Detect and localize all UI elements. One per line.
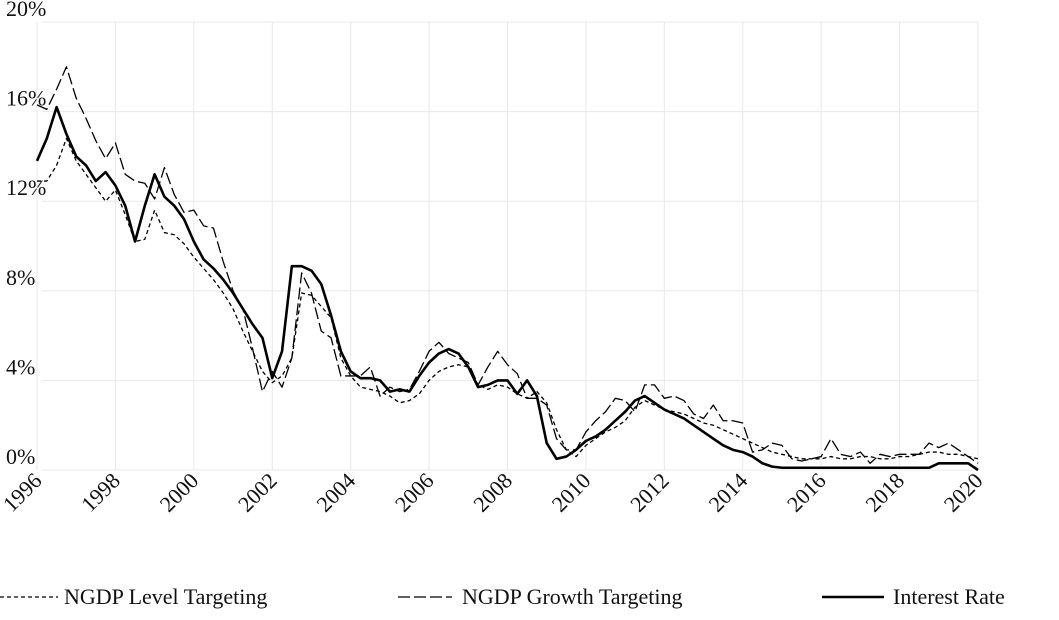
y-tick-label: 8% bbox=[6, 265, 35, 290]
x-tick-label: 2010 bbox=[547, 468, 596, 517]
x-tick-label: 2014 bbox=[703, 468, 752, 517]
x-tick-label: 2000 bbox=[155, 468, 204, 517]
y-tick-label: 4% bbox=[6, 354, 35, 379]
x-tick-label: 2004 bbox=[311, 468, 360, 517]
legend-label: NGDP Growth Targeting bbox=[462, 584, 682, 609]
x-tick-label: 2012 bbox=[625, 468, 674, 517]
x-tick-label: 1998 bbox=[76, 468, 125, 517]
x-tick-label: 2006 bbox=[390, 468, 439, 517]
legend-label: Interest Rate bbox=[893, 584, 1005, 609]
x-tick-label: 2018 bbox=[860, 468, 909, 517]
x-tick-label: 2002 bbox=[233, 468, 282, 517]
y-tick-label: 20% bbox=[6, 0, 46, 21]
y-tick-label: 0% bbox=[6, 444, 35, 469]
x-tick-label: 2016 bbox=[782, 468, 831, 517]
y-tick-label: 12% bbox=[6, 175, 46, 200]
x-tick-label: 1996 bbox=[0, 468, 47, 517]
series-line bbox=[36, 66, 979, 464]
x-tick-label: 2008 bbox=[468, 468, 517, 517]
x-tick-label: 2020 bbox=[939, 468, 988, 517]
series-line bbox=[37, 137, 979, 460]
series-line bbox=[35, 105, 979, 472]
legend-label: NGDP Level Targeting bbox=[64, 584, 267, 609]
